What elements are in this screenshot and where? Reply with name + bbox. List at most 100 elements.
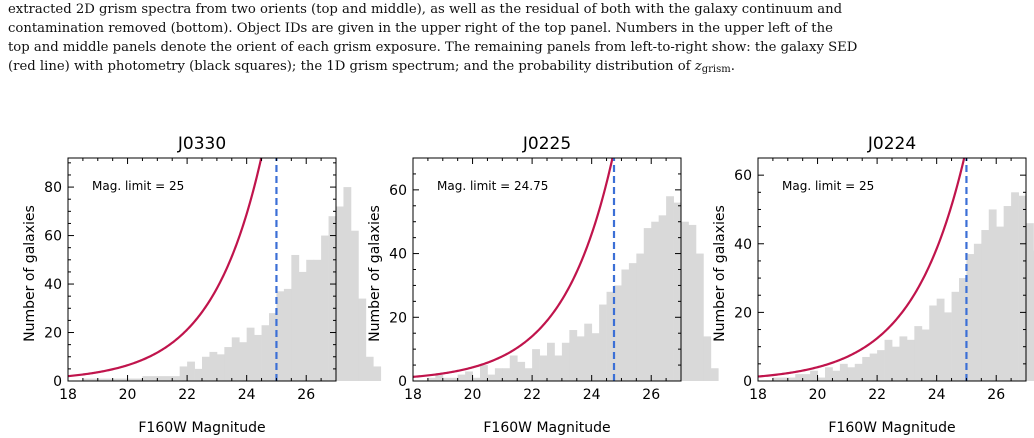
histogram-bar	[328, 216, 337, 381]
histogram-bar	[554, 355, 563, 381]
histogram-panel-2: 18 20 22 24 26 0 20 40 60 J0225 F160W Magnitude Num…	[367, 134, 719, 436]
histogram-bar	[194, 368, 203, 381]
histogram-bar	[929, 305, 938, 381]
histogram-bar	[847, 367, 856, 381]
y-tick-label: 40	[44, 277, 62, 293]
histogram-bars	[772, 192, 1034, 381]
histogram-bar	[358, 298, 367, 381]
histogram-bar	[795, 374, 804, 381]
histogram-bar	[532, 349, 540, 381]
histogram-bar	[944, 312, 952, 381]
histogram-bar	[283, 288, 292, 381]
histogram-bar	[502, 368, 511, 381]
x-tick-label: 24	[928, 387, 946, 403]
x-tick-label: 24	[583, 387, 601, 403]
histogram-bar	[427, 377, 436, 381]
caption-line: top and middle panels denote the orient …	[8, 40, 858, 55]
histogram-bar	[142, 376, 151, 381]
axis-ticks	[757, 157, 1027, 382]
x-tick-label: 26	[987, 387, 1005, 403]
x-tick-label: 20	[464, 387, 482, 403]
histogram-bar	[606, 291, 615, 381]
histogram-bar	[651, 221, 660, 381]
histogram-bar	[787, 377, 796, 381]
mag-limit-annotation: Mag. limit = 24.75	[437, 179, 548, 193]
y-tick-label: 0	[398, 374, 407, 390]
histogram-bar	[261, 325, 270, 381]
x-tick-label: 20	[809, 387, 827, 403]
histogram-bar	[97, 378, 106, 381]
histogram-bar	[246, 327, 255, 381]
histogram-bar	[825, 367, 833, 381]
caption-line: contamination removed (bottom). Object I…	[8, 21, 833, 36]
caption-math-subscript: grism	[701, 64, 731, 75]
histogram-bar	[936, 298, 945, 381]
histogram-bar	[216, 354, 225, 381]
histogram-bar	[105, 378, 114, 381]
histogram-bar	[90, 378, 99, 381]
caption-line: (red line) with photometry (black square…	[8, 57, 1026, 79]
figure-caption: extracted 2D grism spectra from two orie…	[8, 0, 1026, 79]
x-tick-label: 24	[238, 387, 256, 403]
histogram-bar	[899, 336, 908, 381]
histogram-bar	[1026, 223, 1034, 381]
histogram-bar	[780, 377, 789, 381]
histogram-bar	[772, 377, 781, 381]
histogram-bar	[524, 368, 533, 381]
histogram-bar	[892, 346, 900, 381]
histogram-bar	[658, 215, 667, 381]
histogram-bar	[614, 285, 622, 381]
histogram-bar	[914, 326, 923, 381]
histogram-bar	[187, 361, 195, 381]
x-tick-label: 18	[59, 387, 77, 403]
histogram-bar	[802, 374, 811, 381]
histogram-bar	[547, 342, 555, 381]
histogram-bar	[269, 313, 277, 381]
y-axis-label: Number of galaxies	[712, 205, 728, 342]
y-tick-label: 0	[743, 374, 752, 390]
histogram-bar	[591, 333, 600, 381]
y-axis-label: Number of galaxies	[367, 205, 383, 342]
caption-math: z	[694, 59, 702, 74]
histogram-bar	[981, 230, 990, 381]
fit-curve	[413, 158, 614, 378]
histogram-bar	[599, 304, 607, 381]
histogram-bar	[231, 337, 240, 381]
caption-text: (red line) with photometry (black square…	[8, 59, 695, 74]
histogram-bar	[673, 202, 682, 381]
histogram-bar	[688, 224, 697, 381]
y-tick-label: 80	[44, 180, 62, 196]
histogram-bar	[636, 253, 645, 381]
panel-title: J0225	[522, 134, 571, 154]
histogram-bar	[517, 361, 526, 381]
histogram-bar	[921, 329, 930, 381]
histogram-bar	[509, 355, 518, 381]
histogram-bar	[365, 356, 374, 381]
histogram-bar	[839, 363, 848, 381]
histogram-bar	[442, 377, 451, 381]
histogram-bar	[576, 336, 585, 381]
histogram-bar	[298, 271, 307, 381]
histogram-bar	[179, 366, 188, 381]
histogram-bar	[996, 226, 1005, 381]
histogram-bar	[643, 228, 652, 381]
histogram-bar	[681, 221, 689, 381]
histogram-bar	[869, 353, 878, 381]
histogram-bar	[854, 363, 863, 381]
histogram-bar	[480, 365, 488, 381]
histogram-panel-3: 18 20 22 24 26 0 20 40 60 J0224 F160W Magnitude Num…	[712, 134, 1034, 436]
x-tick-label: 20	[119, 387, 137, 403]
histogram-bar	[276, 291, 285, 381]
y-tick-label: 0	[53, 374, 62, 390]
panel-title: J0330	[177, 134, 226, 154]
histogram-bar	[487, 374, 496, 381]
histogram-bar	[112, 378, 121, 381]
histogram-bar	[817, 377, 826, 381]
y-tick-label: 20	[734, 305, 752, 321]
fit-curve	[68, 158, 263, 378]
histogram-bar	[988, 209, 997, 381]
x-axis-label: F160W Magnitude	[138, 420, 265, 436]
histogram-bar	[666, 196, 674, 381]
histogram-bar	[884, 339, 893, 381]
histogram-bar	[120, 378, 128, 381]
